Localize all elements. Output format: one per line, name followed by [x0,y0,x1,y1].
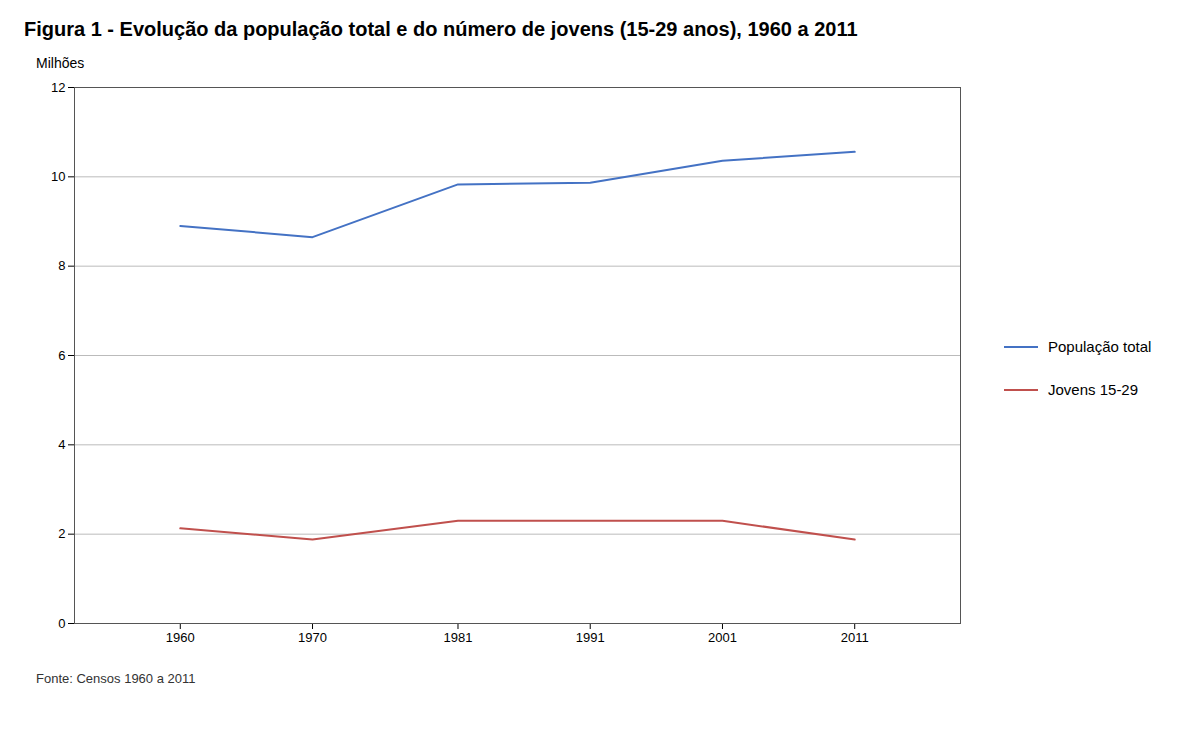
svg-text:1981: 1981 [444,630,473,645]
svg-text:2001: 2001 [708,630,737,645]
svg-text:8: 8 [58,258,65,273]
html-text:Figura 1 - Evolução da populaç: Figura 1 - Evolução da população total e… [24,18,858,40]
svg-text:1960: 1960 [166,630,195,645]
html-text:População total: População total [1048,338,1152,355]
svg-text:1991: 1991 [576,630,605,645]
html-text:Jovens 15-29: Jovens 15-29 [1048,381,1139,398]
svg-text:2011: 2011 [841,630,869,645]
svg-text:2: 2 [58,526,65,541]
svg-text:10: 10 [51,169,65,184]
svg-text:1970: 1970 [298,630,327,645]
svg-text:4: 4 [58,437,65,452]
html-text:Fonte: Censos 1960 a 2011: Fonte: Censos 1960 a 2011 [36,671,196,686]
html-text:Milhões: Milhões [36,55,85,71]
svg-text:0: 0 [58,616,65,631]
svg-text:6: 6 [58,348,65,363]
svg-text:12: 12 [51,80,65,95]
